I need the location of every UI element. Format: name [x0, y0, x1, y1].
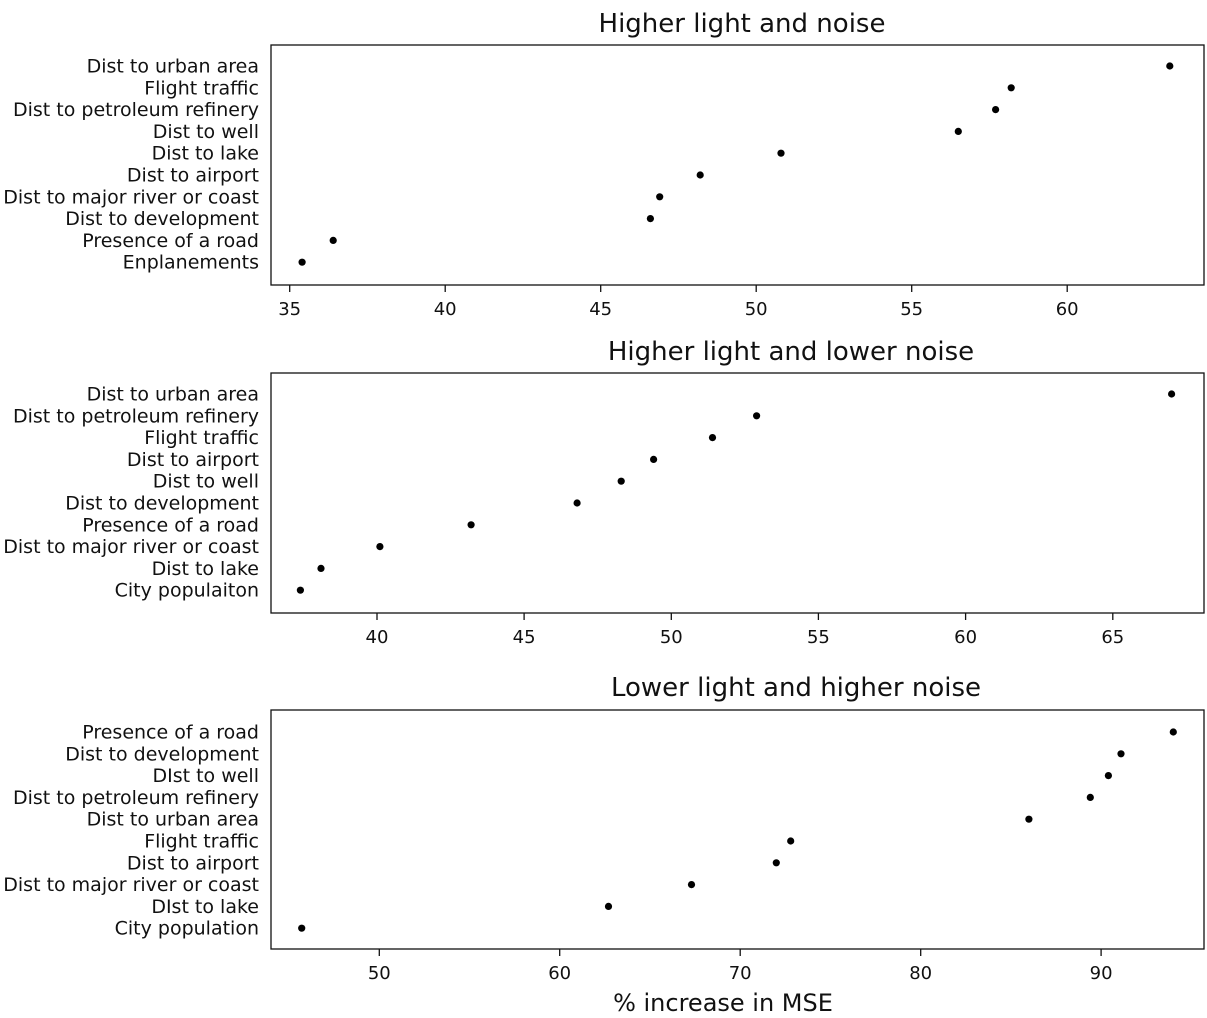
data-point [708, 434, 717, 442]
data-point [296, 586, 304, 594]
category-label: Dist to major river or coast [3, 874, 259, 896]
data-point [753, 412, 761, 420]
panel-higher-light-and-noise: Higher light and noise Dist to urban are… [3, 9, 1205, 320]
x-tick-label: 35 [278, 299, 301, 320]
x-tick-label: 55 [900, 299, 923, 320]
category-label: Flight traffic [144, 831, 259, 853]
category-label: Dist to urban area [87, 384, 259, 406]
data-point [298, 924, 306, 932]
data-point [1166, 62, 1174, 70]
category-label: Dist to development [65, 493, 259, 515]
category-label: Dist to well [153, 121, 259, 143]
data-points [296, 390, 1176, 594]
category-label: Dist to major river or coast [3, 536, 259, 558]
x-tick-label: 50 [745, 299, 768, 320]
data-point [604, 902, 613, 911]
x-tick-label: 50 [368, 963, 391, 984]
x-tick-label: 45 [513, 627, 536, 648]
data-points [298, 62, 1174, 266]
category-label: Dist to petroleum refinery [13, 787, 259, 809]
category-label: Presence of a road [82, 722, 259, 744]
x-tick-label: 60 [1056, 299, 1079, 320]
category-label: DIst to well [152, 765, 259, 787]
category-label: Flight traffic [144, 77, 259, 99]
category-label: Enplanements [123, 252, 259, 274]
x-tick-label: 60 [548, 963, 571, 984]
data-point [376, 543, 384, 551]
data-point [656, 193, 664, 201]
x-tick-label: 60 [954, 627, 977, 648]
x-tick-label: 90 [1090, 963, 1113, 984]
data-point [696, 171, 704, 179]
category-label: Dist to development [65, 208, 259, 230]
data-point [1104, 772, 1112, 780]
plot-frame [270, 44, 1205, 286]
x-tick-label: 40 [366, 627, 389, 648]
category-label: Dist to airport [127, 852, 259, 874]
category-label: Dist to urban area [87, 56, 259, 78]
x-tick-label: 50 [660, 627, 683, 648]
data-point [787, 837, 795, 845]
x-tick-label: 45 [589, 299, 612, 320]
data-point [329, 236, 337, 244]
data-point [1025, 815, 1033, 823]
plot-frame [270, 709, 1205, 950]
category-label: Dist to lake [152, 558, 259, 580]
category-label: City population [115, 918, 259, 940]
panel-lower-light-and-higher-noise: Lower light and higher noise Presence of… [3, 673, 1205, 1017]
plot-frame [270, 372, 1205, 614]
data-point [317, 564, 325, 573]
data-point [1169, 728, 1177, 736]
x-tick-label: 40 [434, 299, 457, 320]
data-point [1007, 84, 1015, 92]
category-label: Presence of a road [82, 230, 259, 252]
data-point [298, 258, 306, 266]
panel-title: Higher light and noise [599, 9, 886, 39]
data-point [573, 499, 581, 507]
category-label: Presence of a road [82, 514, 259, 536]
data-point [650, 455, 658, 463]
category-label: Dist to well [153, 471, 259, 493]
data-point [772, 859, 780, 867]
data-points [298, 728, 1177, 932]
x-tick-label: 65 [1101, 627, 1124, 648]
x-axis-ticks: 40 45 50 55 60 65 [366, 613, 1124, 648]
category-label: City populaiton [115, 580, 259, 602]
x-axis-label: % increase in MSE [613, 989, 833, 1017]
category-label: Dist to petroleum refinery [13, 99, 259, 121]
x-axis-ticks: 50 60 70 80 90 [368, 949, 1113, 984]
category-label: Dist to airport [127, 165, 259, 187]
data-point [617, 477, 625, 485]
data-point [687, 881, 696, 889]
category-label: DIst to lake [151, 896, 259, 918]
x-tick-label: 80 [909, 963, 932, 984]
category-label: Dist to major river or coast [3, 186, 259, 208]
category-label: Dist to development [65, 743, 259, 765]
data-point [467, 521, 475, 529]
panel-title: Higher light and lower noise [608, 337, 974, 367]
data-point [992, 106, 1000, 114]
category-label: Dist to airport [127, 449, 259, 471]
data-point [1117, 750, 1125, 758]
x-tick-label: 55 [807, 627, 830, 648]
category-label: Dist to lake [152, 143, 259, 165]
panel-title: Lower light and higher noise [611, 673, 981, 703]
data-point [1168, 390, 1176, 398]
category-label: Dist to petroleum refinery [13, 405, 259, 427]
panel-higher-light-and-lower-noise: Higher light and lower noise Dist to urb… [3, 337, 1205, 648]
category-label: Dist to urban area [87, 809, 259, 831]
data-point [954, 127, 962, 135]
data-point [1086, 793, 1094, 802]
x-axis-ticks: 35 40 45 50 55 60 [278, 285, 1079, 320]
category-label: Flight traffic [144, 427, 259, 449]
x-tick-label: 70 [729, 963, 752, 984]
data-point [646, 215, 655, 223]
data-point [777, 149, 785, 157]
